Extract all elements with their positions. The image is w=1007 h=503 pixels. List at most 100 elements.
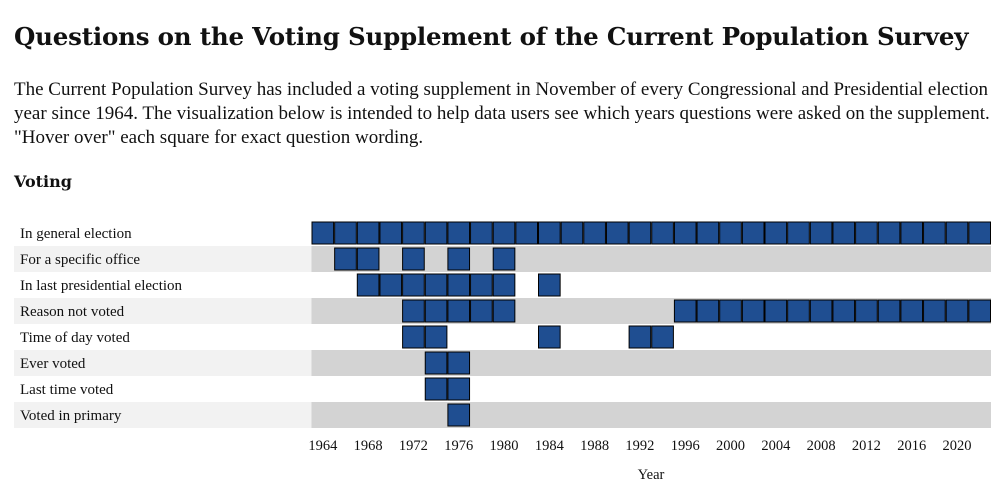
x-tick-label: 1996 xyxy=(671,438,700,454)
question-year-cell[interactable] xyxy=(424,325,448,349)
x-tick-label: 1992 xyxy=(625,438,654,454)
question-year-cell[interactable] xyxy=(447,403,471,427)
x-tick-label: 2004 xyxy=(761,438,791,454)
question-year-cell[interactable] xyxy=(447,377,471,401)
question-year-cell[interactable] xyxy=(356,273,380,297)
question-year-cell[interactable] xyxy=(402,299,425,323)
question-year-cell[interactable] xyxy=(787,299,810,323)
question-year-cell[interactable] xyxy=(447,247,471,271)
question-year-cell[interactable] xyxy=(855,221,878,245)
question-year-cell[interactable] xyxy=(402,221,425,245)
question-year-cell[interactable] xyxy=(900,299,924,323)
x-tick-label: 1984 xyxy=(535,438,565,454)
question-year-cell[interactable] xyxy=(402,273,425,297)
question-year-cell[interactable] xyxy=(651,221,674,245)
question-year-cell[interactable] xyxy=(628,221,652,245)
question-year-cell[interactable] xyxy=(855,299,878,323)
question-year-cell[interactable] xyxy=(492,273,516,297)
question-year-cell[interactable] xyxy=(492,299,516,323)
question-year-cell[interactable] xyxy=(719,221,742,245)
page-title: Questions on the Voting Supplement of th… xyxy=(14,22,969,51)
question-year-cell[interactable] xyxy=(832,221,856,245)
row-label-band xyxy=(14,220,312,246)
row-plot-band xyxy=(311,350,991,376)
x-tick-label: 2012 xyxy=(852,438,881,454)
row-plot-band xyxy=(311,376,991,402)
question-year-cell[interactable] xyxy=(424,221,448,245)
question-year-cell[interactable] xyxy=(334,221,357,245)
question-year-cell[interactable] xyxy=(492,221,516,245)
question-year-cell[interactable] xyxy=(424,377,448,401)
section-title: Voting xyxy=(14,172,72,191)
question-year-cell[interactable] xyxy=(741,221,765,245)
question-year-cell[interactable] xyxy=(447,299,471,323)
x-tick-label: 1976 xyxy=(444,438,473,454)
x-tick-label: 1968 xyxy=(354,438,383,454)
question-year-cell[interactable] xyxy=(538,221,561,245)
question-year-cell[interactable] xyxy=(673,299,697,323)
row-label: In last presidential election xyxy=(20,278,183,294)
question-year-cell[interactable] xyxy=(945,299,969,323)
question-year-cell[interactable] xyxy=(900,221,924,245)
question-year-cell[interactable] xyxy=(311,221,335,245)
question-year-cell[interactable] xyxy=(696,221,720,245)
question-year-cell[interactable] xyxy=(402,247,425,271)
question-year-cell[interactable] xyxy=(560,221,584,245)
row-label: Time of day voted xyxy=(20,330,130,346)
row-label: Last time voted xyxy=(20,382,114,398)
question-year-cell[interactable] xyxy=(673,221,697,245)
question-year-cell[interactable] xyxy=(605,221,629,245)
question-year-cell[interactable] xyxy=(356,221,380,245)
question-year-cell[interactable] xyxy=(832,299,856,323)
question-year-cell[interactable] xyxy=(968,299,991,323)
question-year-cell[interactable] xyxy=(447,273,471,297)
row-label-band xyxy=(14,350,312,376)
question-year-cell[interactable] xyxy=(424,273,448,297)
question-year-cell[interactable] xyxy=(809,221,833,245)
question-year-cell[interactable] xyxy=(515,221,538,245)
question-year-cell[interactable] xyxy=(356,247,380,271)
x-tick-label: 1964 xyxy=(308,438,338,454)
row-label-band xyxy=(14,402,312,428)
question-year-cell[interactable] xyxy=(334,247,357,271)
question-year-cell[interactable] xyxy=(968,221,991,245)
question-year-cell[interactable] xyxy=(923,221,946,245)
row-label-band xyxy=(14,298,312,324)
question-year-cell[interactable] xyxy=(492,247,516,271)
question-year-cell[interactable] xyxy=(538,325,561,349)
question-year-cell[interactable] xyxy=(447,221,471,245)
row-label-band xyxy=(14,376,312,402)
question-year-cell[interactable] xyxy=(470,273,493,297)
row-label: For a specific office xyxy=(20,252,140,268)
question-year-cell[interactable] xyxy=(764,221,788,245)
row-label: Reason not voted xyxy=(20,304,125,320)
question-year-cell[interactable] xyxy=(447,351,471,375)
question-year-cell[interactable] xyxy=(538,273,561,297)
x-tick-label: 2000 xyxy=(716,438,745,454)
question-year-cell[interactable] xyxy=(424,299,448,323)
question-year-cell[interactable] xyxy=(696,299,720,323)
question-year-cell[interactable] xyxy=(424,351,448,375)
question-year-cell[interactable] xyxy=(628,325,652,349)
question-year-cell[interactable] xyxy=(583,221,606,245)
question-year-cell[interactable] xyxy=(787,221,810,245)
question-year-cell[interactable] xyxy=(764,299,788,323)
question-year-cell[interactable] xyxy=(379,273,403,297)
question-year-cell[interactable] xyxy=(379,221,403,245)
question-year-cell[interactable] xyxy=(945,221,969,245)
question-year-cell[interactable] xyxy=(741,299,765,323)
question-year-cell[interactable] xyxy=(402,325,425,349)
x-tick-label: 1980 xyxy=(490,438,519,454)
question-year-cell[interactable] xyxy=(923,299,946,323)
row-label: Ever voted xyxy=(20,356,86,372)
question-year-cell[interactable] xyxy=(651,325,674,349)
x-tick-label: 2008 xyxy=(807,438,836,454)
question-year-cell[interactable] xyxy=(877,221,901,245)
question-year-cell[interactable] xyxy=(719,299,742,323)
x-tick-label: 1972 xyxy=(399,438,428,454)
question-year-cell[interactable] xyxy=(877,299,901,323)
question-year-cell[interactable] xyxy=(470,299,493,323)
question-year-cell[interactable] xyxy=(809,299,833,323)
question-year-cell[interactable] xyxy=(470,221,493,245)
